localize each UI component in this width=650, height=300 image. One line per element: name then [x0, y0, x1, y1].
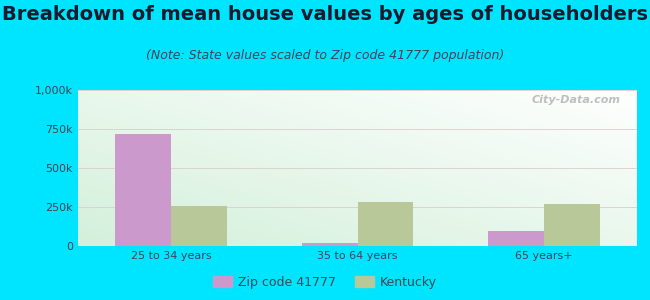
Text: Breakdown of mean house values by ages of householders: Breakdown of mean house values by ages o…: [2, 4, 648, 23]
Bar: [544, 204, 600, 246]
Text: (Note: State values scaled to Zip code 41777 population): (Note: State values scaled to Zip code 4…: [146, 50, 504, 62]
Bar: [488, 231, 544, 246]
Text: City-Data.com: City-Data.com: [531, 95, 620, 105]
Legend: Zip code 41777, Kentucky: Zip code 41777, Kentucky: [208, 271, 442, 294]
Bar: [115, 134, 171, 246]
Bar: [171, 206, 227, 246]
Bar: [358, 202, 413, 246]
Bar: [302, 243, 358, 246]
